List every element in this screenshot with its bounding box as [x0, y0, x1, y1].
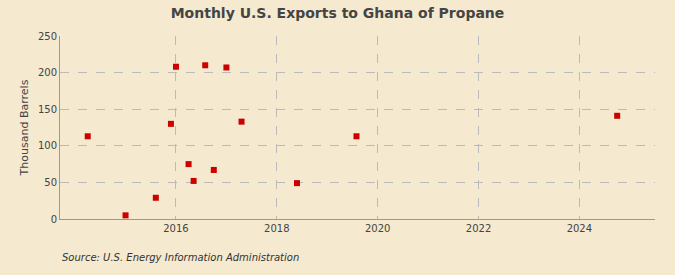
svg-text:2022: 2022 — [466, 223, 491, 234]
svg-text:Monthly U.S. Exports to Ghana: Monthly U.S. Exports to Ghana of Propane — [171, 5, 505, 21]
svg-text:200: 200 — [38, 67, 57, 78]
svg-text:0: 0 — [51, 214, 57, 225]
svg-text:2018: 2018 — [264, 223, 289, 234]
svg-text:2024: 2024 — [567, 223, 592, 234]
svg-text:100: 100 — [38, 140, 57, 151]
svg-text:150: 150 — [38, 104, 57, 115]
svg-text:2016: 2016 — [163, 223, 188, 234]
svg-text:250: 250 — [38, 31, 57, 42]
svg-text:Thousand Barrels: Thousand Barrels — [18, 79, 31, 176]
svg-text:Source: U.S. Energy Informatio: Source: U.S. Energy Information Administ… — [62, 252, 299, 263]
svg-text:50: 50 — [44, 177, 57, 188]
svg-text:2020: 2020 — [365, 223, 390, 234]
